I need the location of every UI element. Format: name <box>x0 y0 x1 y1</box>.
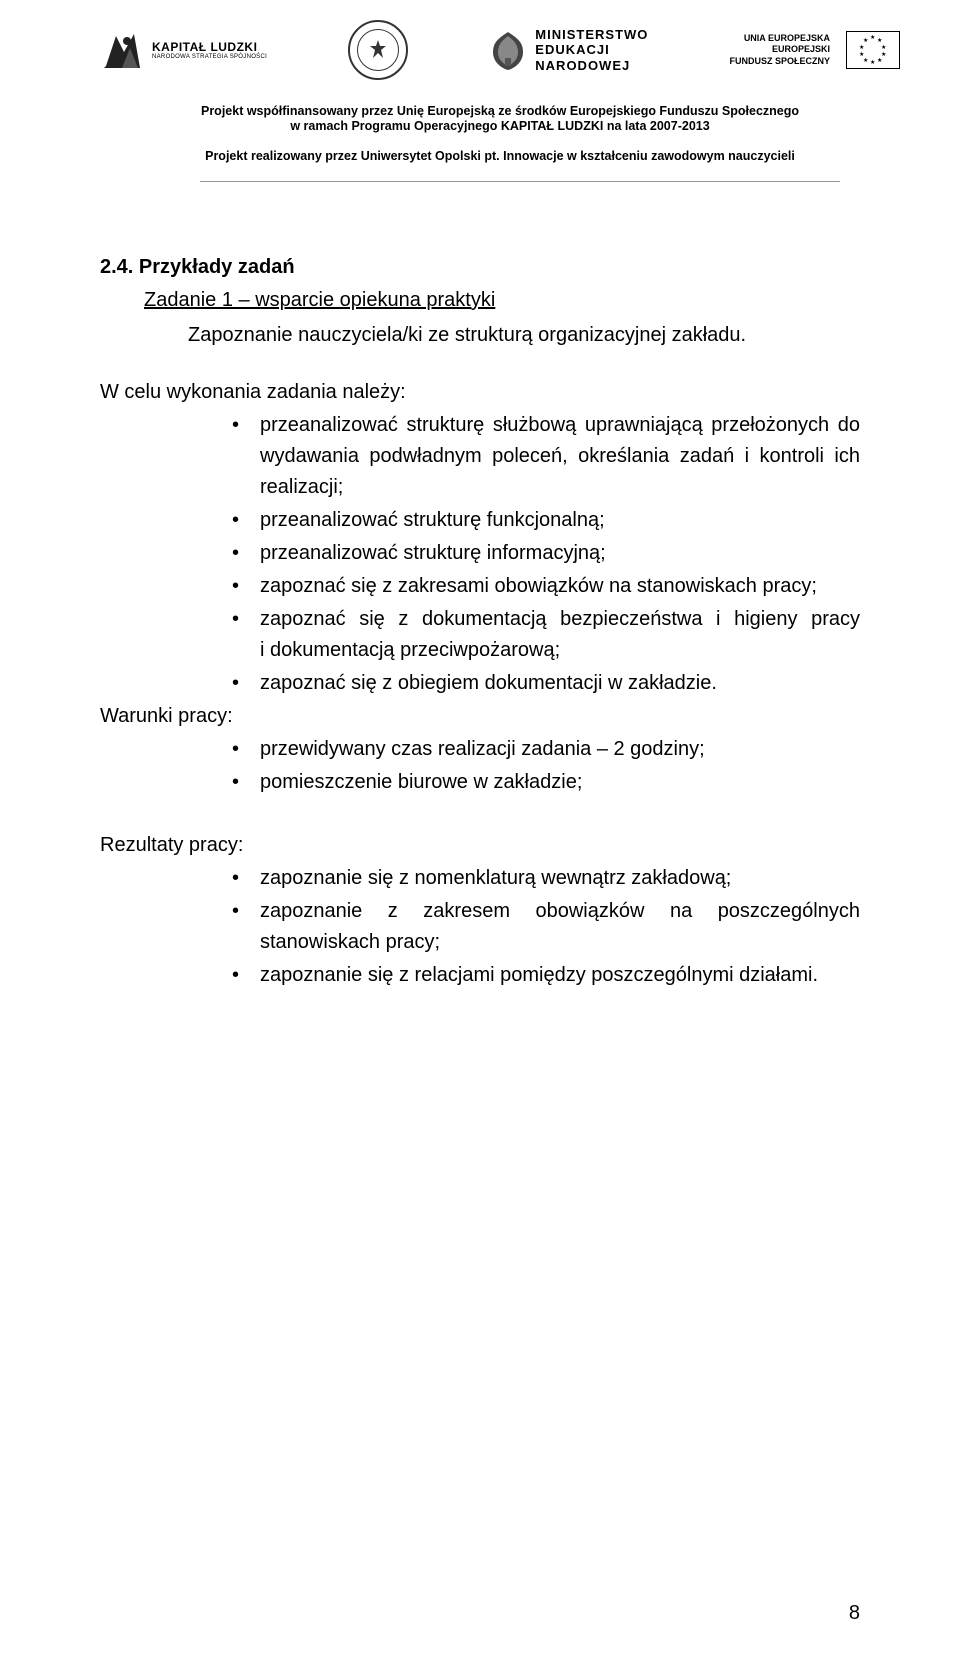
header-divider <box>200 181 840 182</box>
list-item: przewidywany czas realizacji zadania – 2… <box>232 734 860 765</box>
min-line3: NARODOWEJ <box>535 58 648 74</box>
section-number: 2.4. <box>100 256 133 278</box>
eagle-emblem-icon <box>489 28 527 72</box>
document-body: 2.4. Przykłady zadań Zadanie 1 – wsparci… <box>0 192 960 1033</box>
list-item: zapoznanie z zakresem obowiązków na posz… <box>232 896 860 958</box>
warunki-label: Warunki pracy: <box>100 701 860 732</box>
document-header: KAPITAŁ LUDZKI NARODOWA STRATEGIA SPÓJNO… <box>0 0 960 192</box>
header-text-block: Projekt współfinansowany przez Unię Euro… <box>100 104 900 163</box>
min-line1: MINISTERSTWO <box>535 27 648 43</box>
page-number: 8 <box>849 1602 860 1625</box>
project-desc-line2: w ramach Programu Operacyjnego KAPITAŁ L… <box>140 119 860 133</box>
kl-title: KAPITAŁ LUDZKI <box>152 40 267 54</box>
list-item: zapoznać się z dokumentacją bezpieczeńst… <box>232 604 860 666</box>
min-line2: EDUKACJI <box>535 42 648 58</box>
eu-flag-icon: ★ ★ ★ ★ ★ ★ ★ ★ ★ ★ <box>846 31 900 69</box>
task-heading: Zadanie 1 – wsparcie opiekuna praktyki <box>100 285 860 316</box>
eu-line2: EUROPEJSKI <box>729 44 830 55</box>
list-item: zapoznać się z zakresami obowiązków na s… <box>232 571 860 602</box>
list-item: zapoznanie się z relacjami pomiędzy posz… <box>232 960 860 991</box>
eu-line1: UNIA EUROPEJSKA <box>729 33 830 44</box>
logo-ministerstwo: MINISTERSTWO EDUKACJI NARODOWEJ <box>489 27 648 74</box>
lead-paragraph: W celu wykonania zadania należy: <box>100 377 860 408</box>
logo-kapital-ludzki: KAPITAŁ LUDZKI NARODOWA STRATEGIA SPÓJNO… <box>100 28 267 72</box>
university-seal-icon <box>348 20 408 80</box>
list-item: zapoznać się z obiegiem dokumentacji w z… <box>232 668 860 699</box>
bullet-list-results: zapoznanie się z nomenklaturą wewnątrz z… <box>100 863 860 991</box>
section-heading: 2.4. Przykłady zadań <box>100 252 860 283</box>
bullet-list-requirements: przeanalizować strukturę służbową uprawn… <box>100 410 860 699</box>
list-item: przeanalizować strukturę funkcjonalną; <box>232 505 860 536</box>
project-desc-line1: Projekt współfinansowany przez Unię Euro… <box>140 104 860 118</box>
bullet-list-conditions: przewidywany czas realizacji zadania – 2… <box>100 734 860 798</box>
list-item: pomieszczenie biurowe w zakładzie; <box>232 767 860 798</box>
task-description: Zapoznanie nauczyciela/ki ze strukturą o… <box>100 320 860 351</box>
list-item: zapoznanie się z nomenklaturą wewnątrz z… <box>232 863 860 894</box>
list-item: przeanalizować strukturę informacyjną; <box>232 538 860 569</box>
logo-eu: UNIA EUROPEJSKA EUROPEJSKI FUNDUSZ SPOŁE… <box>729 31 900 69</box>
kl-subtitle: NARODOWA STRATEGIA SPÓJNOŚCI <box>152 54 267 60</box>
logo-row: KAPITAŁ LUDZKI NARODOWA STRATEGIA SPÓJNO… <box>100 20 900 80</box>
kapital-ludzki-icon <box>100 28 144 72</box>
project-desc-line3: Projekt realizowany przez Uniwersytet Op… <box>140 149 860 163</box>
eu-line3: FUNDUSZ SPOŁECZNY <box>729 56 830 67</box>
section-title: Przykłady zadań <box>133 256 294 278</box>
task-head-text: Zadanie 1 – wsparcie opiekuna praktyki <box>144 289 495 311</box>
rezultaty-label: Rezultaty pracy: <box>100 830 860 861</box>
list-item: przeanalizować strukturę służbową uprawn… <box>232 410 860 503</box>
